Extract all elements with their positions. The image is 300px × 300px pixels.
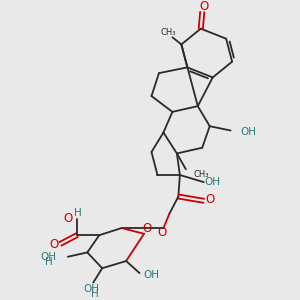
Text: OH: OH	[143, 269, 160, 280]
Text: OH: OH	[241, 127, 256, 137]
Text: O: O	[64, 212, 73, 225]
Text: CH₃: CH₃	[160, 28, 176, 37]
Text: CH₃: CH₃	[193, 170, 209, 179]
Text: OH: OH	[84, 284, 100, 294]
Text: O: O	[157, 226, 167, 239]
Text: O: O	[50, 238, 59, 251]
Text: O: O	[142, 222, 152, 235]
Text: H: H	[45, 257, 52, 268]
Text: H: H	[91, 289, 99, 299]
Text: O: O	[199, 0, 208, 14]
Text: OH: OH	[205, 177, 221, 187]
Text: O: O	[206, 194, 215, 206]
Text: H: H	[74, 208, 82, 218]
Text: OH: OH	[40, 252, 56, 262]
